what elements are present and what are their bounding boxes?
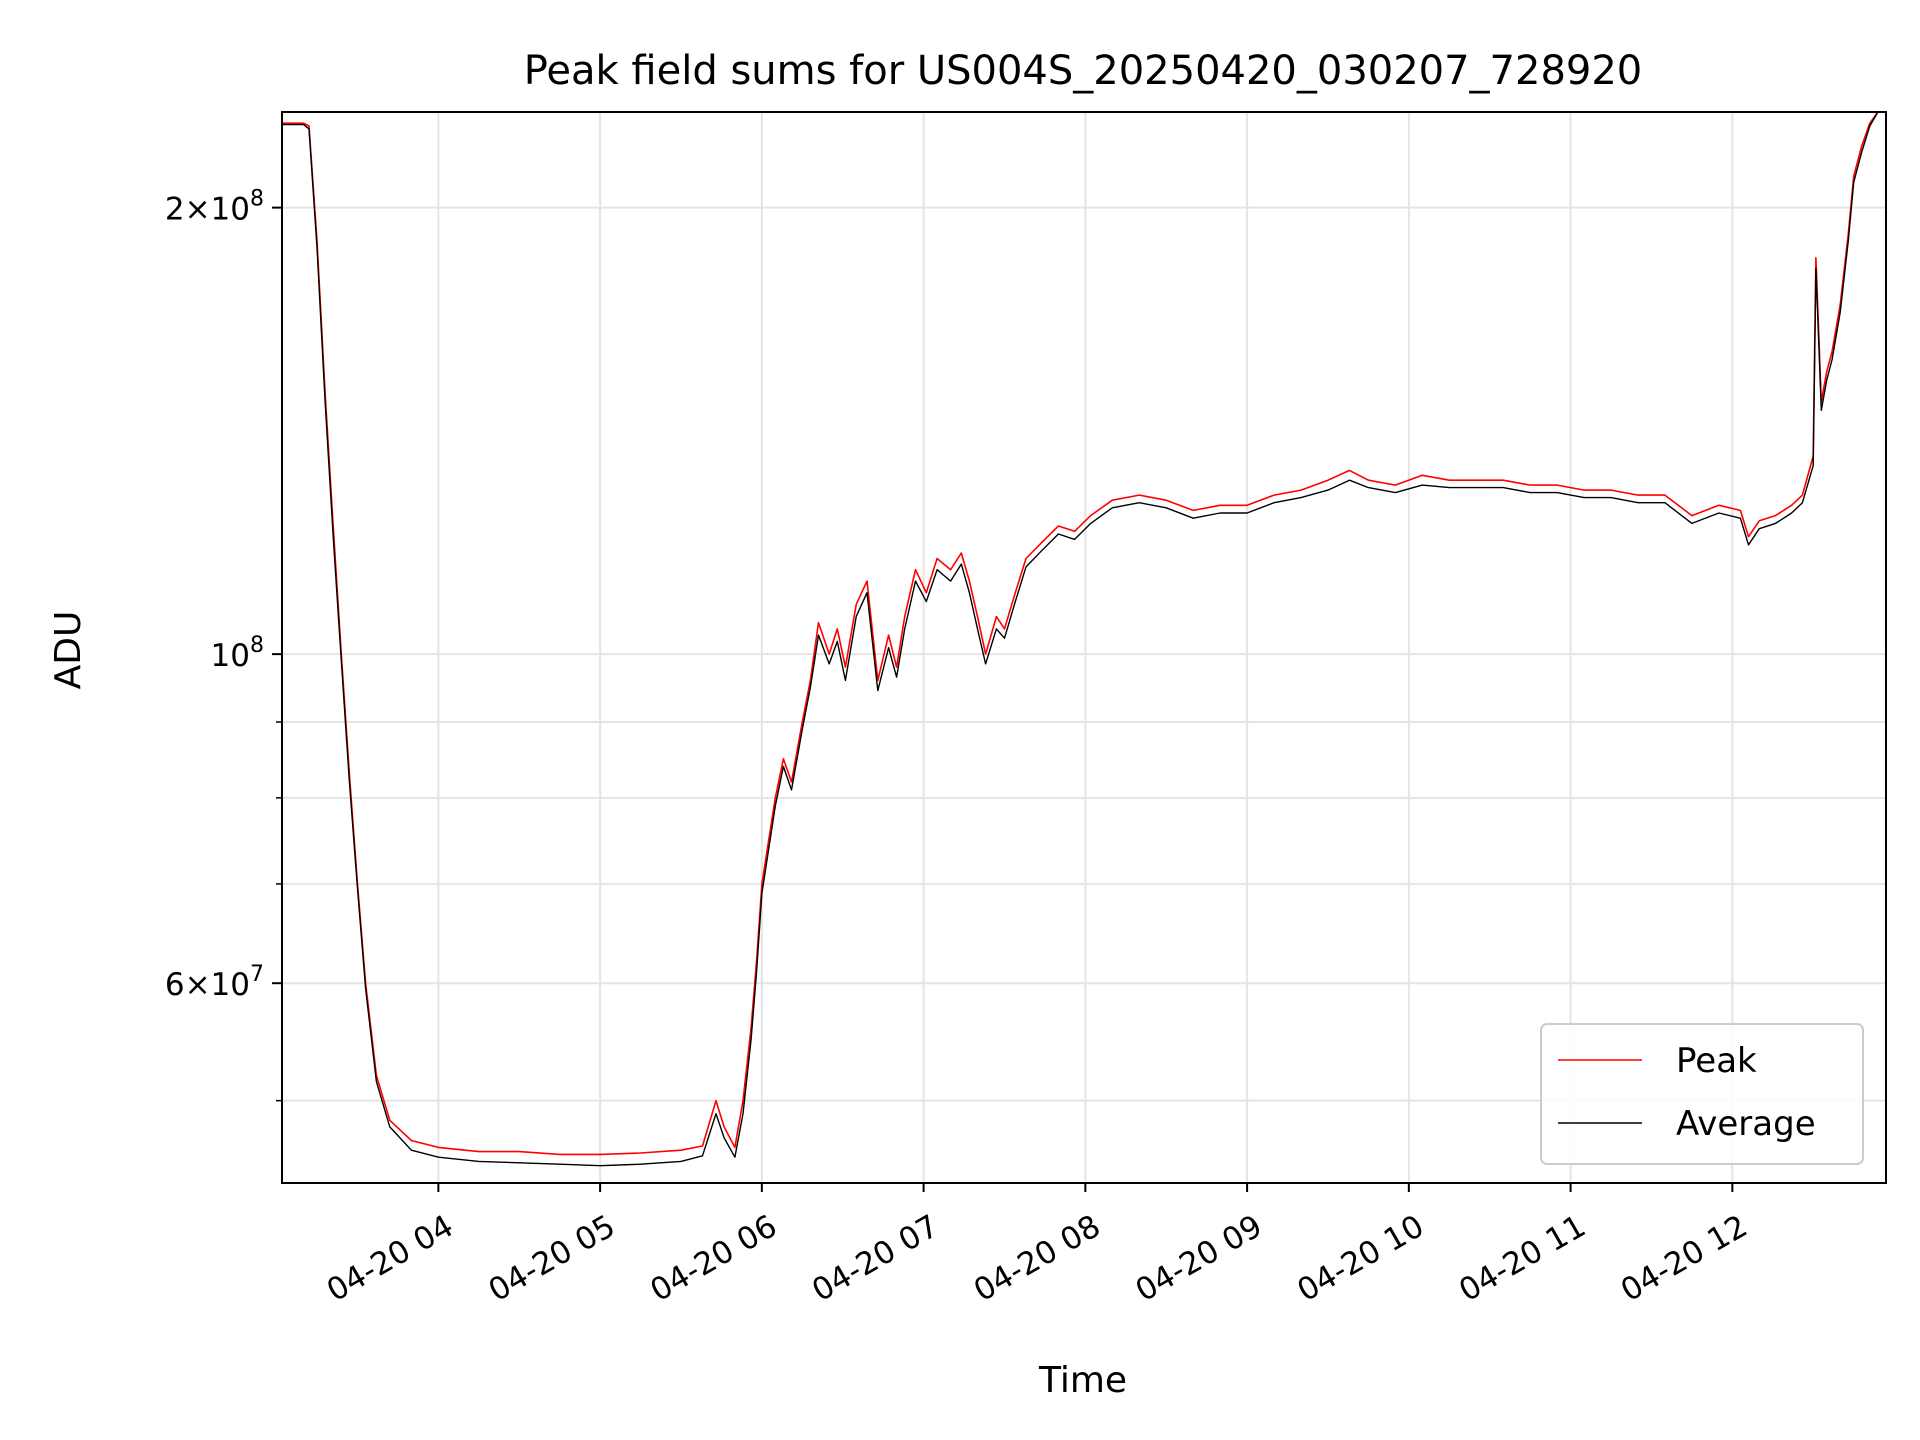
y-tick-base: 10 <box>211 638 250 674</box>
series-line-peak <box>282 111 1886 1156</box>
y-tick-base: 10 <box>211 967 250 1003</box>
y-tick-times-sign: × <box>185 967 211 1003</box>
y-tick-exponent: 8 <box>250 633 264 658</box>
y-tick-label: 108 <box>211 633 264 674</box>
y-axis-label: ADU <box>48 611 89 690</box>
y-tick-base: 10 <box>211 192 250 228</box>
legend-label-average: Average <box>1676 1104 1816 1144</box>
legend-box <box>1540 1023 1864 1165</box>
y-tick-mantissa: 2 <box>165 192 185 228</box>
legend: Peak Average <box>1540 1023 1864 1165</box>
x-axis-label: Time <box>1038 1360 1127 1401</box>
series-layer <box>282 111 1886 1167</box>
legend-label-peak: Peak <box>1676 1041 1757 1081</box>
series-line-average <box>282 111 1886 1167</box>
plot-area-frame <box>281 111 1887 1184</box>
y-tick-mantissa: 6 <box>165 967 185 1003</box>
y-tick-exponent: 8 <box>250 187 264 212</box>
y-tick-label: 2×108 <box>165 187 264 228</box>
y-tick-exponent: 7 <box>250 962 264 987</box>
chart-title: Peak field sums for US004S_20250420_0302… <box>524 48 1643 94</box>
y-tick-times-sign: × <box>185 192 211 228</box>
y-tick-label: 6×107 <box>165 962 264 1003</box>
